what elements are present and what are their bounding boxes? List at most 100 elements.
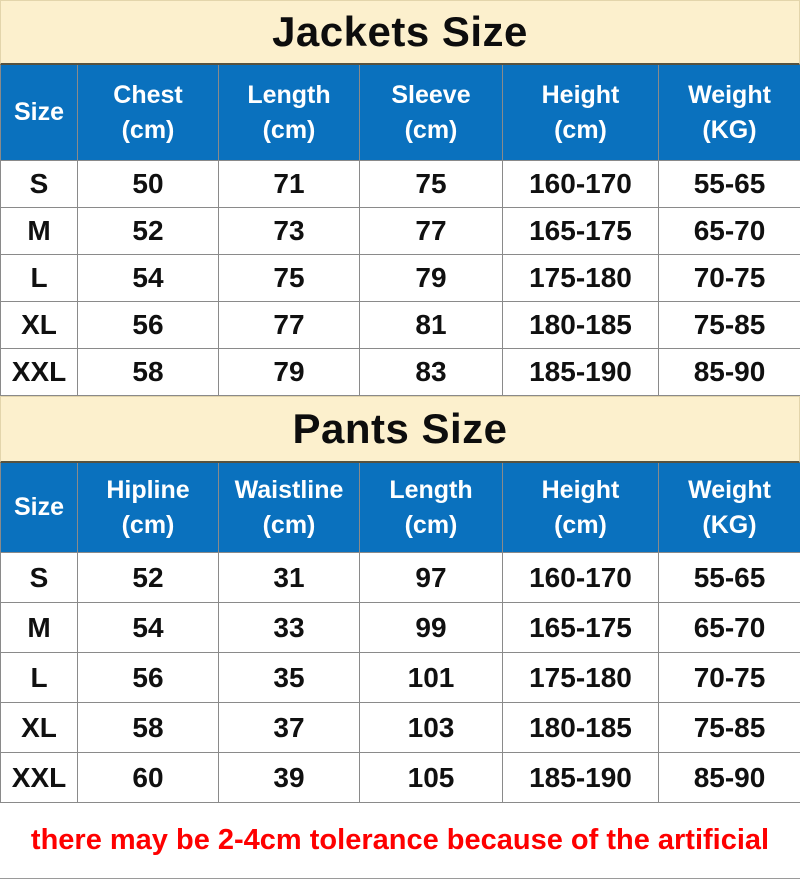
value-cell: 105	[359, 752, 503, 803]
column-unit: (cm)	[554, 510, 607, 539]
size-section-jackets: Jackets Size Size Chest (cm) Length (cm) Slee…	[0, 0, 800, 396]
size-table: Size Hipline (cm) Waistline (cm) Length (cm) He…	[0, 462, 800, 803]
table-row: XXL 60 39 105 185-190 85-90	[0, 752, 800, 803]
value-cell: 56	[77, 652, 219, 703]
size-label-cell: M	[0, 206, 78, 255]
header-row: Size Hipline (cm) Waistline (cm) Length (cm) He…	[0, 462, 800, 553]
value-cell: 55-65	[658, 159, 800, 208]
column-label: Size	[13, 493, 65, 522]
value-cell: 83	[359, 347, 503, 396]
table-row: XL 56 77 81 180-185 75-85	[0, 300, 800, 349]
section-title: Pants Size	[0, 395, 800, 463]
column-label: Length	[389, 475, 473, 504]
value-cell: 70-75	[658, 253, 800, 302]
table-row: S 52 31 97 160-170 55-65	[0, 552, 800, 603]
size-label-cell: XL	[0, 300, 78, 349]
value-cell: 70-75	[658, 652, 800, 703]
size-label-cell: XL	[0, 702, 78, 753]
value-cell: 97	[359, 552, 503, 603]
table-row: S 50 71 75 160-170 55-65	[0, 159, 800, 208]
value-cell: 65-70	[658, 206, 800, 255]
value-cell: 31	[218, 552, 360, 603]
table-row: L 54 75 79 175-180 70-75	[0, 253, 800, 302]
table-row: M 52 73 77 165-175 65-70	[0, 206, 800, 255]
value-cell: 180-185	[502, 702, 659, 753]
value-cell: 99	[359, 602, 503, 653]
value-cell: 160-170	[502, 159, 659, 208]
value-cell: 75	[218, 253, 360, 302]
column-label: Chest	[113, 80, 183, 109]
table-row: L 56 35 101 175-180 70-75	[0, 652, 800, 703]
column-label: Height	[541, 475, 620, 504]
column-unit: (KG)	[702, 115, 757, 144]
value-cell: 160-170	[502, 552, 659, 603]
value-cell: 60	[77, 752, 219, 803]
value-cell: 81	[359, 300, 503, 349]
value-cell: 33	[218, 602, 360, 653]
value-cell: 180-185	[502, 300, 659, 349]
table-row: XL 58 37 103 180-185 75-85	[0, 702, 800, 753]
section-title: Jackets Size	[0, 0, 800, 65]
value-cell: 79	[359, 253, 503, 302]
column-unit: (cm)	[262, 115, 316, 144]
table-row: M 54 33 99 165-175 65-70	[0, 602, 800, 653]
value-cell: 52	[77, 206, 219, 255]
column-header: Sleeve (cm)	[359, 65, 503, 161]
value-cell: 165-175	[502, 602, 659, 653]
value-cell: 56	[77, 300, 219, 349]
value-cell: 77	[218, 300, 360, 349]
column-unit: (cm)	[121, 115, 175, 144]
value-cell: 54	[77, 602, 219, 653]
size-label-cell: L	[0, 652, 78, 703]
size-sections: Jackets Size Size Chest (cm) Length (cm) Slee…	[0, 0, 800, 803]
value-cell: 185-190	[502, 752, 659, 803]
column-unit: (cm)	[404, 510, 458, 539]
column-unit: (cm)	[262, 510, 316, 539]
column-header: Weight (KG)	[658, 462, 800, 553]
column-header: Length (cm)	[218, 65, 360, 161]
column-header: Hipline (cm)	[77, 462, 219, 553]
value-cell: 175-180	[502, 253, 659, 302]
header-row: Size Chest (cm) Length (cm) Sleeve (cm) Height (…	[0, 65, 800, 161]
column-label: Weight	[688, 475, 771, 504]
table-row: XXL 58 79 83 185-190 85-90	[0, 347, 800, 396]
column-label: Length	[247, 80, 331, 109]
value-cell: 75-85	[658, 300, 800, 349]
value-cell: 85-90	[658, 347, 800, 396]
column-header: Chest (cm)	[77, 65, 219, 161]
column-header: Length (cm)	[359, 462, 503, 553]
size-table: Size Chest (cm) Length (cm) Sleeve (cm) Height (…	[0, 65, 800, 396]
value-cell: 75-85	[658, 702, 800, 753]
value-cell: 55-65	[658, 552, 800, 603]
column-unit: (cm)	[404, 115, 458, 144]
column-label: Size	[13, 98, 65, 127]
value-cell: 79	[218, 347, 360, 396]
value-cell: 175-180	[502, 652, 659, 703]
column-header: Height (cm)	[502, 462, 659, 553]
value-cell: 101	[359, 652, 503, 703]
column-label: Hipline	[106, 475, 190, 504]
size-section-pants: Pants Size Size Hipline (cm) Waistline (cm) L…	[0, 395, 800, 803]
tolerance-note: there may be 2-4cm tolerance because of …	[0, 803, 800, 879]
value-cell: 50	[77, 159, 219, 208]
column-header: Height (cm)	[502, 65, 659, 161]
column-header: Weight (KG)	[658, 65, 800, 161]
value-cell: 58	[77, 347, 219, 396]
column-unit: (cm)	[554, 115, 607, 144]
column-unit: (cm)	[121, 510, 175, 539]
column-header: Size	[0, 65, 78, 161]
size-label-cell: S	[0, 552, 78, 603]
column-label: Height	[541, 80, 620, 109]
value-cell: 58	[77, 702, 219, 753]
value-cell: 73	[218, 206, 360, 255]
value-cell: 103	[359, 702, 503, 753]
column-label: Sleeve	[391, 80, 471, 109]
value-cell: 65-70	[658, 602, 800, 653]
value-cell: 75	[359, 159, 503, 208]
column-unit: (KG)	[702, 510, 757, 539]
column-label: Weight	[688, 80, 771, 109]
value-cell: 71	[218, 159, 360, 208]
value-cell: 35	[218, 652, 360, 703]
size-label-cell: M	[0, 602, 78, 653]
size-label-cell: XXL	[0, 347, 78, 396]
